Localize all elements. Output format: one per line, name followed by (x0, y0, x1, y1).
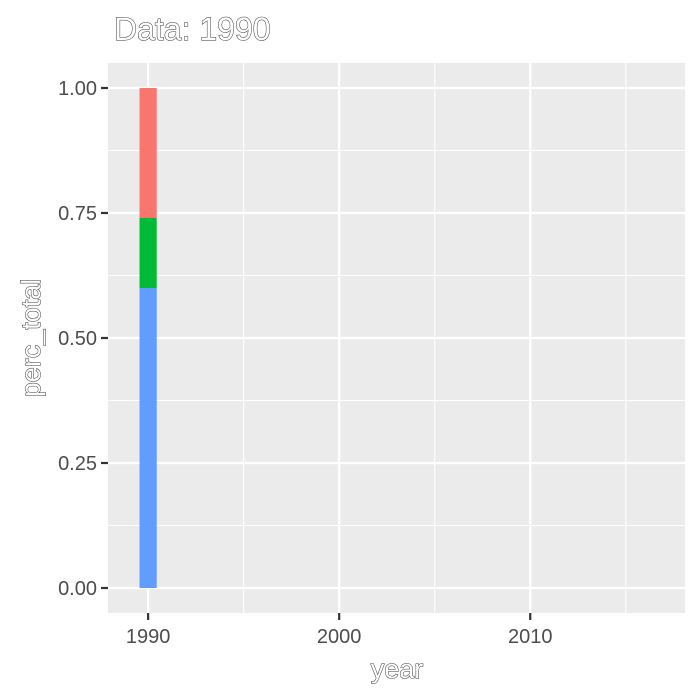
y-tick-label: 0.75 (58, 203, 97, 225)
x-tick-label: 1990 (126, 626, 171, 648)
bar-segment-2 (139, 218, 157, 288)
x-tick-label: 2010 (508, 626, 553, 648)
y-tick-label: 0.25 (58, 453, 97, 475)
y-tick-label: 0.00 (58, 578, 97, 600)
y-axis-title: perc_total (16, 279, 46, 398)
chart-title: Data: 1990 (114, 11, 271, 47)
bar-segment-3 (139, 88, 157, 218)
y-tick-label: 1.00 (58, 78, 97, 100)
y-tick-label: 0.50 (58, 328, 97, 350)
x-tick-label: 2000 (317, 626, 362, 648)
bar-segment-1 (139, 288, 157, 588)
x-axis-title: year (371, 654, 424, 684)
